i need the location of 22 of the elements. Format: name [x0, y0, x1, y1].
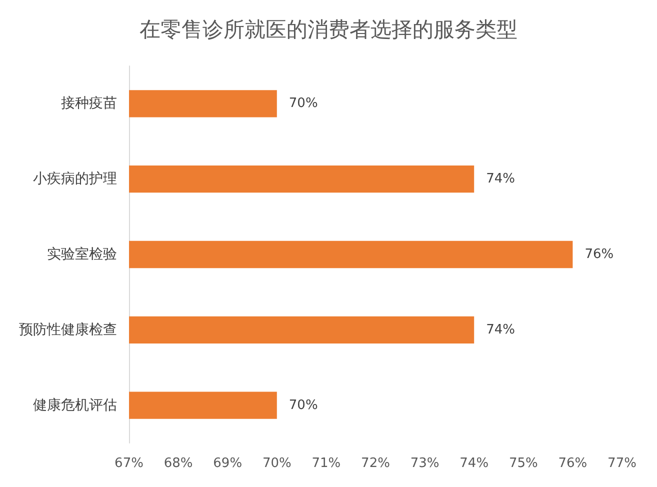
data-label: 74% [486, 322, 516, 338]
data-label: 70% [288, 96, 318, 112]
x-tick-label: 69% [213, 456, 242, 471]
y-tick-label: 小疾病的护理 [33, 171, 117, 188]
x-tick-label: 73% [410, 456, 440, 471]
data-label: 70% [288, 398, 318, 413]
y-tick-label: 预防性健康检查 [19, 322, 117, 338]
x-tick-label: 77% [608, 456, 636, 471]
x-tick-label: 72% [361, 456, 390, 471]
x-tick-label: 70% [262, 456, 292, 471]
data-label: 76% [584, 247, 614, 262]
y-tick-label: 接种疫苗 [61, 96, 117, 112]
chart-title: 在零售诊所就医的消费者选择的服务类型 [140, 18, 518, 42]
y-tick-label: 健康危机评估 [33, 397, 117, 414]
x-tick-label: 76% [558, 456, 588, 471]
x-tick-label: 67% [114, 456, 144, 471]
x-tick-label: 68% [164, 456, 193, 471]
x-tick-label: 71% [312, 456, 341, 471]
x-tick-label: 75% [508, 456, 538, 471]
data-label: 74% [486, 172, 516, 187]
y-tick-label: 实验室检验 [47, 246, 117, 262]
x-tick-label: 74% [460, 456, 489, 471]
